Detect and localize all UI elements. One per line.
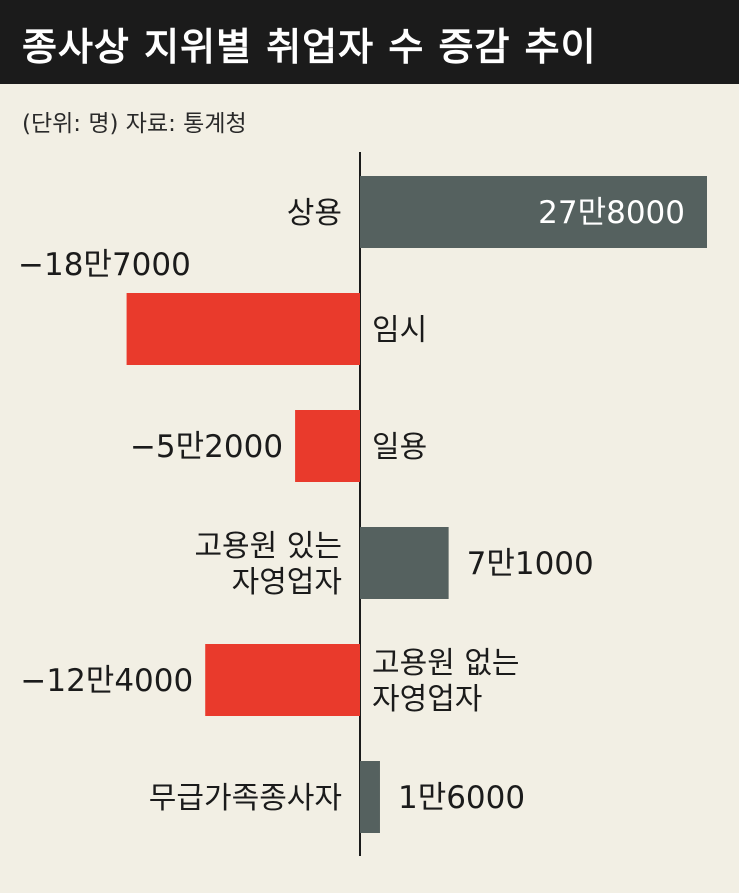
bar-4 — [205, 644, 360, 716]
category-label-line: 무급가족종사자 — [149, 781, 342, 816]
value-label-0: 27만8000 — [538, 195, 685, 231]
unit-source-note: (단위: 명) 자료: 통계청 — [22, 111, 247, 137]
category-label-0: 상용 — [287, 196, 342, 231]
category-label-2: 일용 — [372, 430, 427, 465]
bar-1 — [126, 293, 360, 365]
bar-3 — [360, 527, 449, 599]
bar-2 — [295, 410, 360, 482]
category-label-line: 자영업자 — [232, 565, 342, 600]
category-label-line: 상용 — [287, 196, 342, 231]
title-bar: 종사상 지위별 취업자 수 증감 추이 — [0, 0, 739, 84]
bar-5 — [360, 761, 380, 833]
value-label-5: 1만6000 — [398, 780, 525, 816]
category-label-5: 무급가족종사자 — [149, 781, 342, 816]
category-label-1: 임시 — [372, 313, 427, 348]
value-label-3: 7만1000 — [467, 546, 594, 582]
bar-0 — [360, 176, 707, 248]
category-label-line: 자영업자 — [372, 682, 482, 717]
category-label-line: 임시 — [372, 313, 427, 348]
value-label-4: −12만4000 — [20, 663, 193, 699]
category-label-line: 일용 — [372, 430, 427, 465]
category-label-line: 고용원 없는 — [372, 646, 520, 681]
category-label-3: 고용원 있는 자영업자 — [194, 529, 342, 600]
value-label-1: −18만7000 — [18, 247, 191, 283]
value-label-2: −5만2000 — [130, 429, 283, 465]
category-label-line: 고용원 있는 — [194, 529, 342, 564]
category-label-4: 고용원 없는 자영업자 — [372, 646, 520, 717]
chart-title: 종사상 지위별 취업자 수 증감 추이 — [22, 25, 597, 69]
